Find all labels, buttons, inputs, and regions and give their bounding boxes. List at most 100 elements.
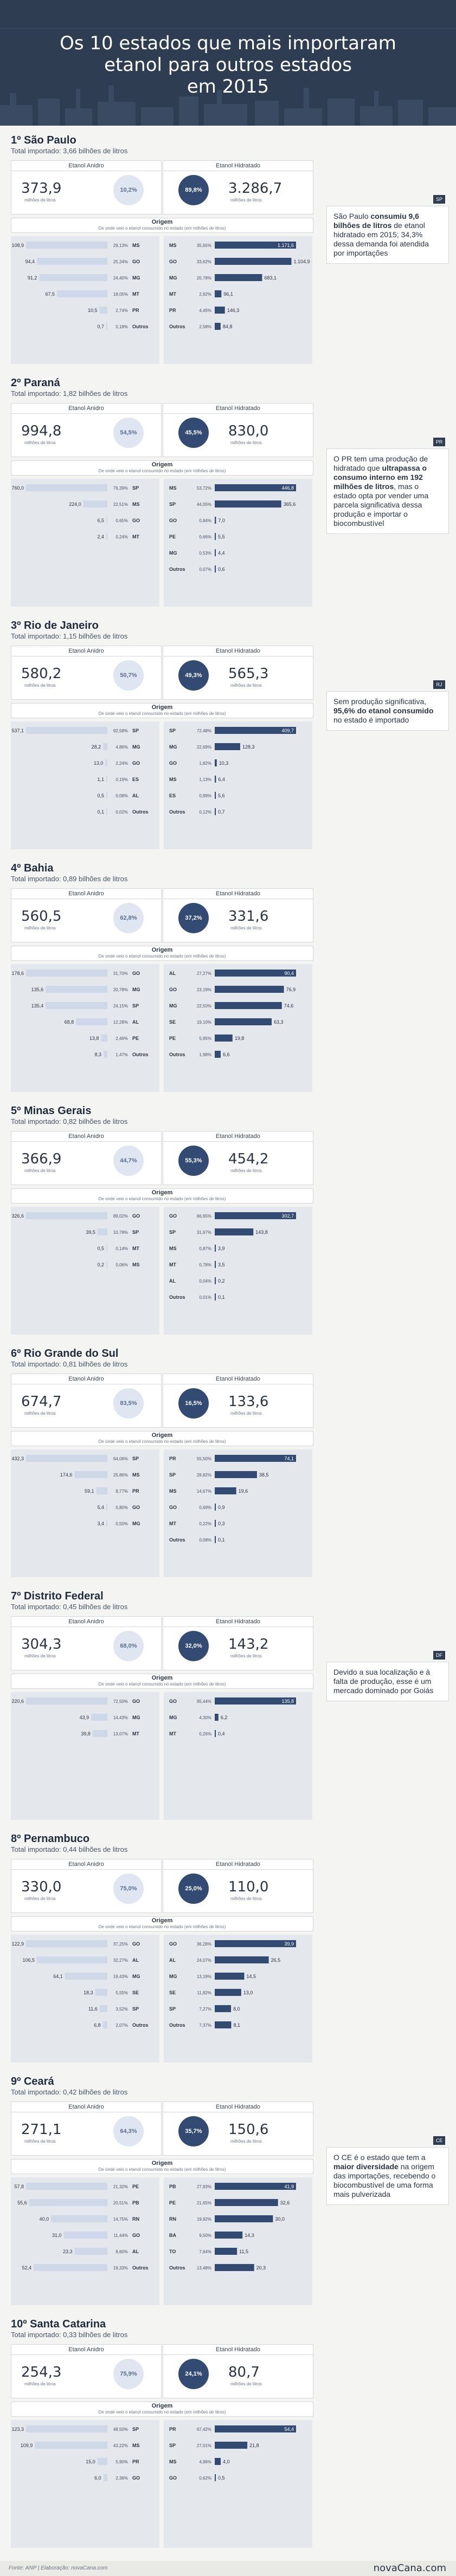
hidratado-value-label: 84,8 — [223, 324, 233, 329]
origin-chart: 122,9 37,25% GO 106,5 32,27% AL 64,1 19,43% MG 18… — [11, 1935, 312, 2063]
hidratado-value-label: 5,6 — [218, 793, 225, 798]
anidro-bar — [34, 2264, 107, 2271]
origem-subtitle: De onde veio o etanol consumido no estad… — [98, 1196, 226, 1201]
skyline-illustration — [0, 86, 456, 126]
hidratado-bar — [215, 1730, 216, 1737]
anidro-panel: Etanol Anidro 580,2 milhões de litros 50,7% — [11, 646, 162, 700]
anidro-share-circle: 44,7% — [113, 1146, 144, 1176]
hidratado-value-label: 6,6 — [223, 1052, 230, 1057]
state-badge: CE — [433, 2136, 445, 2145]
anidro-value-label: 537,1 — [11, 728, 24, 733]
anidro-value-label: 178,6 — [11, 971, 24, 976]
hidratado-uf-label: PR — [169, 1456, 176, 1461]
anidro-uf-label: AL — [132, 1957, 139, 1963]
anidro-pct-label: 24,15% — [113, 1004, 128, 1009]
anidro-bar — [106, 808, 107, 815]
header-banner: Os 10 estados que mais importaram etanol… — [0, 0, 456, 126]
hidratado-uf-label: MG — [169, 1715, 177, 1720]
hidratado-value-label: 41,9 — [284, 2184, 294, 2189]
state-total: Total importado: 3,66 bilhões de litros — [11, 147, 128, 155]
anidro-value-label: 43,9 — [80, 1715, 89, 1720]
anidro-value-label: 39,8 — [81, 1731, 91, 1736]
origem-header: Origem De onde veio o etanol consumido no… — [11, 1431, 313, 1446]
anidro-bar — [63, 2232, 107, 2239]
anidro-pct-label: 0,65% — [115, 518, 128, 523]
hidratado-panel: Etanol Hidratado 80,7 milhões de litros 24,… — [163, 2344, 313, 2398]
anidro-chart-bg — [11, 1449, 159, 1577]
hidratado-value-label: 96,1 — [223, 291, 233, 297]
anidro-bar — [106, 1245, 107, 1252]
hidratado-uf-label: MS — [169, 2459, 177, 2464]
hidratado-value-label: 19,6 — [239, 1488, 248, 1494]
hidratado-uf-label: GO — [169, 760, 177, 766]
hidratado-bar — [215, 323, 221, 330]
hidratado-value-label: 26,5 — [271, 1957, 281, 1963]
hidratado-value-label: 63,3 — [274, 1019, 284, 1025]
hidratado-bar — [215, 1471, 257, 1478]
anidro-pct-label: 3,52% — [115, 2007, 128, 2012]
anidro-uf-label: SP — [132, 728, 139, 733]
anidro-value-label: 15,0 — [86, 2459, 95, 2464]
origem-header: Origem De onde veio o etanol consumido no… — [11, 218, 313, 233]
state-name: 5º Minas Gerais — [11, 1105, 92, 1117]
anidro-value-label: 0,2 — [97, 1262, 104, 1267]
origem-subtitle: De onde veio o etanol consumido no estad… — [98, 226, 226, 231]
hidratado-bar — [215, 549, 216, 556]
footer-source: Fonte: ANP | Elaboração: novaCana.com — [9, 2565, 108, 2571]
hidratado-value-label: 14,5 — [247, 1974, 256, 1979]
hidratado-unit: milhões de litros — [230, 1896, 262, 1901]
state-total: Total importado: 0,81 bilhões de litros — [11, 1360, 128, 1368]
note-text: maior diversidade — [333, 2162, 399, 2171]
hidratado-value-label: 409,7 — [281, 728, 294, 733]
hidratado-pct-label: 0,53% — [199, 551, 211, 556]
note-text: São Paulo — [333, 212, 371, 220]
origin-chart: 178,6 31,70% GO 135,6 20,78% MG 135,4 24,15% SP 6… — [11, 964, 312, 1092]
hidratado-bar — [215, 1228, 254, 1235]
anidro-bar — [95, 1989, 107, 1996]
anidro-bar — [26, 1212, 107, 1219]
anidro-uf-label: MS — [132, 243, 140, 248]
anidro-bar — [104, 1051, 107, 1058]
hidratado-title: Etanol Hidratado — [163, 2102, 313, 2112]
anidro-pct-label: 2,46% — [115, 1036, 128, 1041]
anidro-pct-label: 13,07% — [113, 1732, 128, 1736]
state-badge: PR — [433, 438, 445, 446]
anidro-pct-label: 20,51% — [113, 2201, 128, 2206]
anidro-value-label: 122,9 — [11, 1941, 24, 1947]
hidratado-uf-label: GO — [169, 2475, 177, 2481]
hidratado-uf-label: GO — [169, 518, 177, 523]
hidratado-uf-label: SP — [169, 2006, 176, 2012]
anidro-bar — [26, 2183, 107, 2190]
hidratado-chart-bg — [164, 479, 312, 607]
hidratado-value-label: 19,8 — [235, 1036, 245, 1041]
origem-title: Origem — [151, 219, 173, 225]
anidro-value-label: 6,0 — [94, 2475, 101, 2481]
anidro-value-label: 6,5 — [97, 518, 104, 523]
note-text: Sem produção significativa, — [333, 697, 427, 706]
hidratado-unit: milhões de litros — [230, 926, 262, 931]
anidro-uf-label: GO — [132, 1941, 140, 1947]
anidro-value-label: 0,5 — [97, 793, 104, 798]
hidratado-pct-label: 0,84% — [199, 518, 211, 523]
anidro-uf-label: SE — [132, 1990, 139, 1995]
hidratado-pct-label: 95,44% — [197, 1699, 211, 1704]
anidro-share-circle: 10,2% — [113, 175, 144, 205]
anidro-bar — [106, 792, 107, 799]
state-total: Total importado: 0,82 bilhões de litros — [11, 1117, 128, 1126]
hidratado-bar — [215, 2215, 273, 2222]
hidratado-pct-label: 0,08% — [199, 1538, 211, 1543]
anidro-chart-bg — [11, 721, 159, 849]
hidratado-unit: milhões de litros — [230, 1654, 262, 1658]
hidratado-value-label: 143,8 — [255, 1230, 268, 1235]
hidratado-pct-label: 7,27% — [199, 2007, 211, 2012]
note-text: Devido a sua localização e à falta de pr… — [333, 1668, 434, 1695]
hidratado-pct-label: 67,42% — [197, 2427, 211, 2432]
hidratado-value-label: 4,4 — [218, 550, 225, 556]
hidratado-uf-label: Outros — [169, 809, 185, 815]
hidratado-uf-label: MG — [169, 275, 177, 281]
anidro-value: 254,3 — [21, 2364, 62, 2380]
hidratado-bar — [215, 1002, 282, 1009]
anidro-value: 674,7 — [21, 1394, 62, 1410]
hidratado-pct-label: 72,48% — [197, 728, 211, 733]
hidratado-pct-label: 24,07% — [197, 1958, 211, 1963]
